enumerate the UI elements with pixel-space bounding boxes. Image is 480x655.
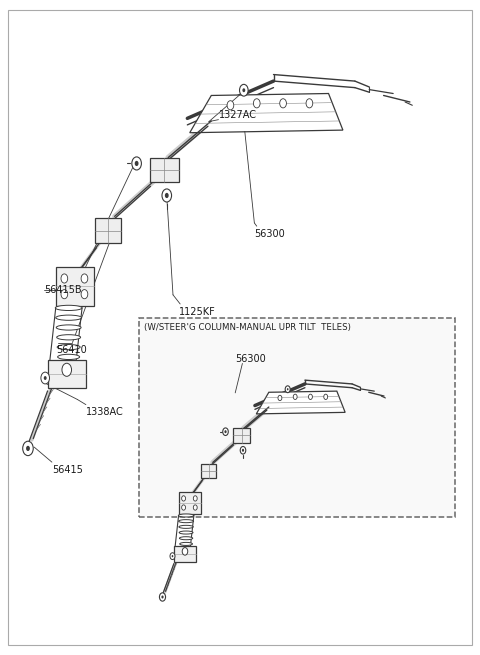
Circle shape — [61, 274, 68, 283]
Ellipse shape — [58, 354, 80, 360]
Circle shape — [224, 430, 227, 433]
Circle shape — [170, 553, 175, 559]
Ellipse shape — [58, 364, 79, 369]
Circle shape — [41, 372, 49, 384]
Circle shape — [26, 446, 30, 451]
Text: 1327AC: 1327AC — [218, 109, 256, 120]
Ellipse shape — [56, 325, 81, 330]
Circle shape — [132, 157, 142, 170]
Circle shape — [306, 99, 313, 108]
Circle shape — [242, 449, 244, 452]
Circle shape — [280, 99, 287, 108]
Ellipse shape — [179, 531, 193, 534]
Circle shape — [287, 388, 288, 390]
Polygon shape — [190, 94, 343, 133]
Ellipse shape — [57, 335, 81, 340]
Ellipse shape — [55, 305, 82, 310]
Circle shape — [81, 290, 88, 299]
Circle shape — [172, 555, 173, 557]
Ellipse shape — [56, 315, 82, 320]
Polygon shape — [256, 391, 345, 414]
Circle shape — [227, 101, 234, 110]
Polygon shape — [174, 546, 196, 562]
Polygon shape — [179, 492, 201, 514]
Circle shape — [44, 376, 47, 380]
Text: 56415B: 56415B — [44, 284, 82, 295]
Polygon shape — [56, 267, 94, 306]
Circle shape — [240, 84, 248, 96]
Circle shape — [242, 88, 245, 92]
Circle shape — [161, 595, 164, 599]
Circle shape — [278, 396, 282, 401]
Circle shape — [324, 394, 328, 400]
Circle shape — [23, 441, 33, 456]
Text: 56300: 56300 — [254, 229, 285, 240]
Polygon shape — [95, 218, 121, 243]
Circle shape — [62, 364, 72, 377]
Polygon shape — [201, 464, 216, 478]
Circle shape — [240, 447, 246, 454]
Circle shape — [293, 394, 297, 400]
Ellipse shape — [57, 345, 80, 350]
Ellipse shape — [179, 525, 193, 529]
Text: 56410: 56410 — [56, 345, 86, 355]
Circle shape — [165, 193, 168, 198]
Polygon shape — [233, 428, 250, 443]
Circle shape — [159, 593, 166, 601]
Circle shape — [285, 386, 290, 392]
Circle shape — [181, 505, 186, 510]
Text: 1125KF: 1125KF — [179, 307, 216, 316]
Circle shape — [309, 394, 312, 400]
Circle shape — [81, 274, 88, 283]
Circle shape — [61, 290, 68, 299]
Ellipse shape — [179, 519, 193, 523]
Text: (W/STEER'G COLUMN-MANUAL UPR TILT  TELES): (W/STEER'G COLUMN-MANUAL UPR TILT TELES) — [144, 323, 351, 332]
Text: 56300: 56300 — [235, 354, 266, 364]
Circle shape — [135, 161, 139, 166]
Ellipse shape — [180, 548, 192, 551]
Circle shape — [193, 505, 197, 510]
Circle shape — [181, 496, 186, 501]
Ellipse shape — [180, 536, 193, 540]
Polygon shape — [48, 360, 86, 388]
Ellipse shape — [180, 542, 192, 546]
Text: 1338AC: 1338AC — [86, 407, 124, 417]
Circle shape — [162, 189, 171, 202]
Circle shape — [223, 428, 228, 436]
Circle shape — [182, 548, 188, 555]
Text: 56415: 56415 — [52, 465, 83, 475]
Ellipse shape — [178, 514, 194, 517]
Circle shape — [253, 99, 260, 108]
Polygon shape — [150, 158, 179, 182]
FancyBboxPatch shape — [140, 318, 456, 517]
Circle shape — [193, 496, 197, 501]
